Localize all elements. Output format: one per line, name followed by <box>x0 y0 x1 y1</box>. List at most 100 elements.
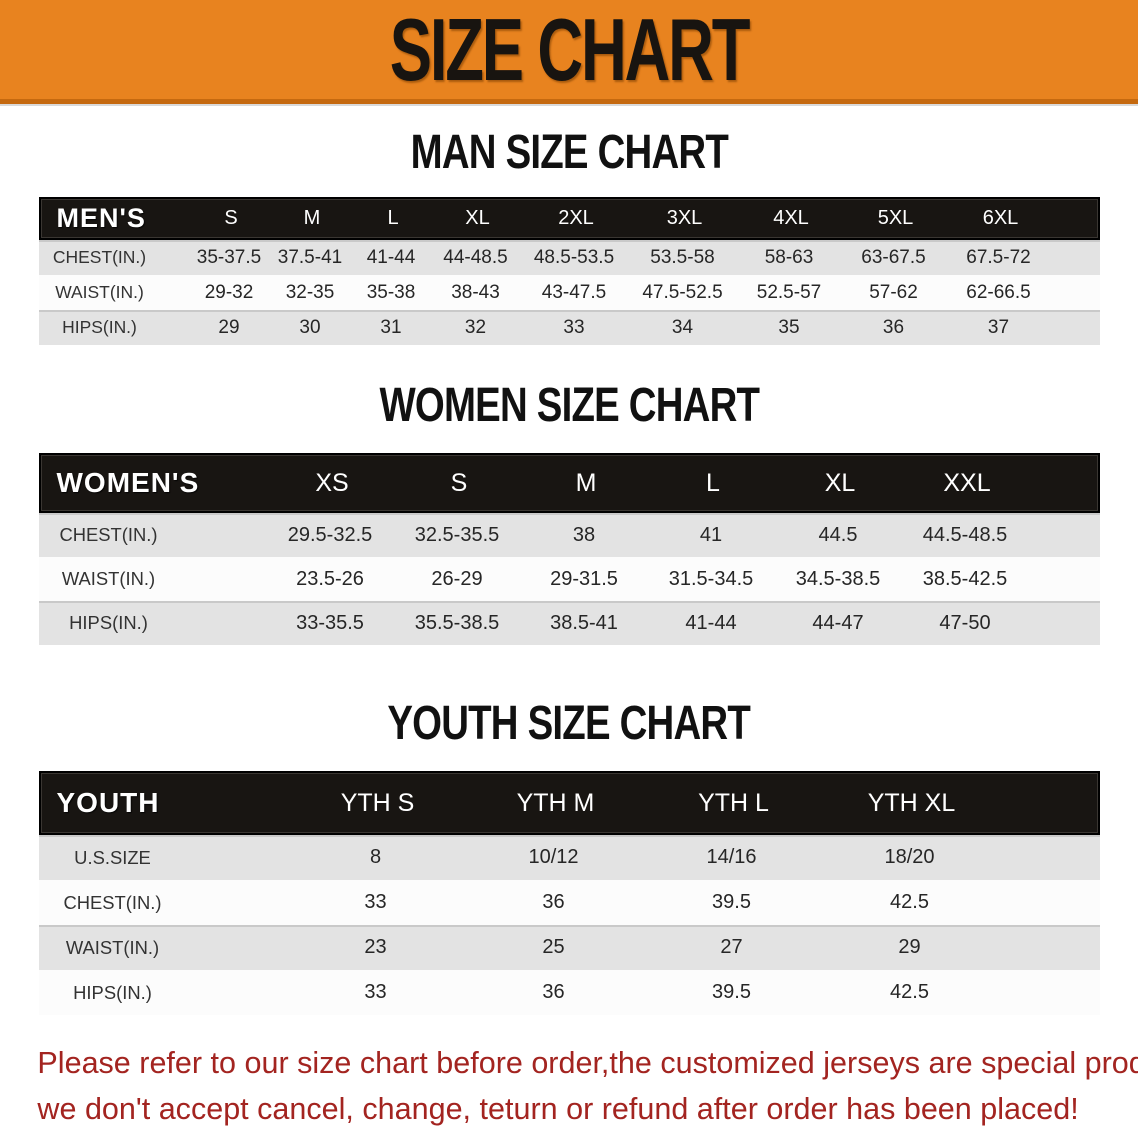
column-header: M <box>575 468 597 497</box>
table-cell: 33 <box>364 891 387 913</box>
men-section-title: MAN SIZE CHART <box>0 125 1138 179</box>
women-section-title: WOMEN SIZE CHART <box>0 378 1138 432</box>
table-cell: 23 <box>364 936 387 958</box>
table-cell: 14/16 <box>706 846 757 868</box>
table-cell: 33 <box>563 316 585 338</box>
table-cell: 44-47 <box>812 611 864 634</box>
column-header: XXL <box>943 468 991 497</box>
table-cell: 44-48.5 <box>443 246 508 268</box>
table-cell: 41-44 <box>366 246 416 268</box>
table-cell: 38.5-41 <box>550 611 618 634</box>
table-row: HIPS(IN.) 33-35.5 35.5-38.5 38.5-41 41-44 44-… <box>38 601 1100 645</box>
table-header-row: YOUTH YTH S YTH M YTH L YTH XL <box>38 771 1100 835</box>
table-cell: 62-66.5 <box>966 281 1031 303</box>
column-header: YTH XL <box>867 788 956 817</box>
column-header: 4XL <box>773 207 809 229</box>
table-header-row: WOMEN'S XS S M L XL XXL <box>38 453 1100 513</box>
column-header: 2XL <box>558 207 594 229</box>
row-label: CHEST(IN.) <box>59 524 158 545</box>
table-cell: 52.5-57 <box>756 281 822 303</box>
column-header: S <box>224 207 238 229</box>
table-row: U.S.SIZE 8 10/12 14/16 18/20 <box>38 835 1100 880</box>
table-row: WAIST(IN.) 23 25 27 29 <box>38 925 1100 970</box>
women-section-title-text: WOMEN SIZE CHART <box>379 379 760 432</box>
column-header: YTH M <box>516 788 595 817</box>
column-header: 6XL <box>982 207 1019 229</box>
table-row: WAIST(IN.) 23.5-26 26-29 29-31.5 31.5-34.5 34… <box>38 557 1100 601</box>
table-cell: 23.5-26 <box>296 567 364 590</box>
table-cell: 29-31.5 <box>550 567 618 590</box>
table-cell: 38.5-42.5 <box>922 567 1008 590</box>
table-header-row: MEN'S S M L XL 2XL 3XL 4XL 5XL 6XL <box>38 197 1100 240</box>
table-cell: 35-38 <box>366 281 416 303</box>
column-header: XL <box>824 468 856 497</box>
table-cell: 31.5-34.5 <box>668 567 754 590</box>
table-cell: 34.5-38.5 <box>795 567 881 590</box>
column-header: YTH S <box>340 788 415 817</box>
column-header: 5XL <box>877 207 914 229</box>
disclaimer-line-2: we don't accept cancel, change, teturn o… <box>37 1091 1079 1126</box>
row-label: WAIST(IN.) <box>61 568 156 589</box>
column-header: YTH L <box>698 788 769 817</box>
column-header: L <box>706 468 720 497</box>
table-cell: 44.5-48.5 <box>922 523 1008 546</box>
table-cell: 36 <box>542 891 565 913</box>
banner-title: SIZE CHART <box>389 0 751 99</box>
table-cell: 37.5-41 <box>277 246 343 268</box>
table-cell: 32-35 <box>285 281 335 303</box>
table-cell: 41 <box>699 523 723 546</box>
table-cell: 38-43 <box>451 281 500 303</box>
table-row: CHEST(IN.) 35-37.5 37.5-41 41-44 44-48.5 48.5… <box>38 240 1100 275</box>
table-row: CHEST(IN.) 29.5-32.5 32.5-35.5 38 41 44.5 44.5… <box>38 513 1100 557</box>
table-cell: 67.5-72 <box>966 246 1031 268</box>
row-label: HIPS(IN.) <box>73 981 152 1003</box>
table-cell: 32 <box>464 316 487 338</box>
youth-section-title-text: YOUTH SIZE CHART <box>387 697 751 750</box>
table-row: CHEST(IN.) 33 36 39.5 42.5 <box>38 880 1100 925</box>
women-size-table: WOMEN'S XS S M L XL XXL CHEST(IN.) 29.5-32.5 32.5… <box>38 453 1100 645</box>
column-header: XS <box>315 468 349 497</box>
table-cell: 35-37.5 <box>196 246 262 268</box>
table-cell: 26-29 <box>431 567 483 590</box>
table-cell: 42.5 <box>890 981 929 1003</box>
column-header: M <box>303 207 321 229</box>
table-cell: 44.5 <box>818 523 858 546</box>
table-row: HIPS(IN.) 33 36 39.5 42.5 <box>38 970 1100 1015</box>
table-cell: 30 <box>299 316 321 338</box>
table-cell: 47-50 <box>939 611 991 634</box>
table-cell: 33-35.5 <box>296 611 364 634</box>
disclaimer-line-1: Please refer to our size chart before or… <box>37 1045 1138 1080</box>
table-cell: 8 <box>369 846 382 868</box>
size-chart-banner: SIZE CHART <box>0 0 1138 104</box>
row-label: CHEST(IN.) <box>63 891 162 913</box>
youth-section-title: YOUTH SIZE CHART <box>0 696 1138 750</box>
table-cell: 10/12 <box>528 846 579 868</box>
youth-size-table: YOUTH YTH S YTH M YTH L YTH XL U.S.SIZE 8 10/12… <box>38 771 1100 1015</box>
table-cell: 43-47.5 <box>541 281 607 303</box>
row-label: WAIST(IN.) <box>55 282 144 302</box>
column-header: L <box>387 207 399 229</box>
row-label: HIPS(IN.) <box>62 317 137 337</box>
table-cell: 36 <box>542 981 565 1003</box>
table-cell: 27 <box>720 936 743 958</box>
table-cell: 41-44 <box>685 611 737 634</box>
table-cell: 39.5 <box>712 981 751 1003</box>
table-group-label: WOMEN'S <box>56 467 200 498</box>
table-cell: 47.5-52.5 <box>642 281 723 303</box>
men-size-table: MEN'S S M L XL 2XL 3XL 4XL 5XL 6XL CHEST(IN.) 35-37… <box>38 197 1100 345</box>
table-cell: 35 <box>778 316 800 338</box>
row-label: CHEST(IN.) <box>52 247 147 267</box>
table-cell: 29 <box>898 936 921 958</box>
row-label: WAIST(IN.) <box>65 936 160 958</box>
table-cell: 63-67.5 <box>861 246 926 268</box>
table-cell: 58-63 <box>764 246 814 268</box>
table-cell: 29-32 <box>204 281 254 303</box>
table-cell: 29 <box>218 316 240 338</box>
table-cell: 31 <box>380 316 402 338</box>
disclaimer-text: Please refer to our size chart before or… <box>0 1040 1138 1132</box>
table-cell: 36 <box>882 316 905 338</box>
column-header: 3XL <box>666 207 703 229</box>
column-header: XL <box>465 207 490 229</box>
table-cell: 33 <box>364 981 387 1003</box>
table-cell: 57-62 <box>869 281 918 303</box>
